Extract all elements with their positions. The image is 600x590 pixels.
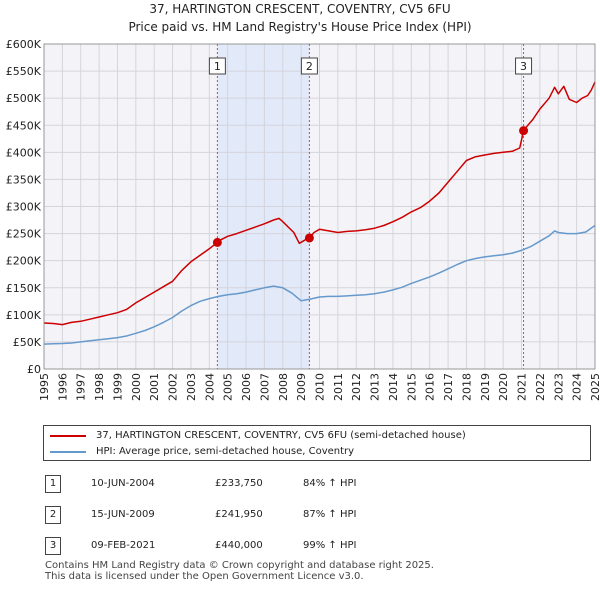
sale-price: £233,750 bbox=[215, 478, 263, 489]
x-tick-label: 2006 bbox=[240, 373, 253, 401]
y-tick-label: £100K bbox=[6, 309, 42, 322]
x-tick-label: 1995 bbox=[38, 373, 51, 401]
sale-label-box bbox=[208, 57, 226, 75]
x-tick-label: 2020 bbox=[497, 373, 510, 401]
x-tick-label: 1998 bbox=[93, 373, 106, 401]
price-chart: 37, HARTINGTON CRESCENT, COVENTRY, CV5 6… bbox=[6, 2, 600, 401]
x-tick-label: 2012 bbox=[350, 373, 363, 401]
x-tick-label: 2013 bbox=[369, 373, 382, 401]
sale-marker-badge: 2 bbox=[45, 506, 61, 524]
x-tick-label: 1996 bbox=[56, 373, 69, 401]
y-tick-label: £400K bbox=[6, 146, 42, 159]
hpi-series-line bbox=[43, 224, 596, 345]
x-tick-label: 1999 bbox=[111, 373, 124, 401]
legend-label-property: 37, HARTINGTON CRESCENT, COVENTRY, CV5 6… bbox=[96, 430, 466, 441]
chart-title: 37, HARTINGTON CRESCENT, COVENTRY, CV5 6… bbox=[149, 2, 450, 16]
legend-item-property: 37, HARTINGTON CRESCENT, COVENTRY, CV5 6… bbox=[50, 429, 466, 443]
y-tick-label: £350K bbox=[6, 173, 42, 186]
x-tick-label: 2024 bbox=[571, 373, 584, 401]
sale-label-number: 2 bbox=[306, 60, 313, 73]
x-tick-label: 2017 bbox=[442, 373, 455, 401]
sale-label-box bbox=[300, 57, 318, 75]
legend-swatch-property bbox=[50, 435, 86, 437]
sale-hpi-change: 99% ↑ HPI bbox=[303, 540, 357, 551]
x-tick-label: 2004 bbox=[203, 373, 216, 401]
legend-item-hpi: HPI: Average price, semi-detached house,… bbox=[50, 445, 354, 459]
sale-date: 10-JUN-2004 bbox=[91, 478, 155, 489]
legend-swatch-hpi bbox=[50, 451, 86, 453]
y-tick-label: £150K bbox=[6, 282, 42, 295]
y-tick-label: £200K bbox=[6, 255, 42, 268]
x-tick-label: 2008 bbox=[277, 373, 290, 401]
table-row: 2 15-JUN-2009 £241,950 87% ↑ HPI bbox=[45, 506, 600, 526]
footer-attribution: Contains HM Land Registry data © Crown c… bbox=[45, 560, 434, 582]
sale-price: £440,000 bbox=[215, 540, 263, 551]
x-tick-label: 2016 bbox=[424, 373, 437, 401]
sale-point bbox=[519, 126, 529, 136]
y-tick-label: £300K bbox=[6, 201, 42, 214]
x-tick-label: 2000 bbox=[130, 373, 143, 401]
x-tick-label: 2021 bbox=[516, 373, 529, 401]
sale-date: 09-FEB-2021 bbox=[91, 540, 156, 551]
legend-label-hpi: HPI: Average price, semi-detached house,… bbox=[96, 446, 355, 457]
chart-subtitle: Price paid vs. HM Land Registry's House … bbox=[128, 20, 471, 34]
x-tick-label: 2014 bbox=[387, 373, 400, 401]
x-tick-label: 2002 bbox=[167, 373, 180, 401]
y-tick-label: £250K bbox=[6, 228, 42, 241]
x-tick-label: 2023 bbox=[552, 373, 565, 401]
legend: 37, HARTINGTON CRESCENT, COVENTRY, CV5 6… bbox=[43, 425, 591, 461]
sale-hpi-change: 87% ↑ HPI bbox=[303, 509, 357, 520]
sale-point bbox=[304, 233, 314, 243]
property-series-line bbox=[43, 81, 596, 326]
table-row: 1 10-JUN-2004 £233,750 84% ↑ HPI bbox=[45, 475, 600, 495]
sale-marker-badge: 1 bbox=[45, 475, 61, 493]
y-tick-label: £550K bbox=[6, 65, 42, 78]
sale-date: 15-JUN-2009 bbox=[91, 509, 155, 520]
footer-line-copyright: Contains HM Land Registry data © Crown c… bbox=[45, 560, 434, 571]
sale-label-number: 1 bbox=[214, 60, 221, 73]
x-tick-label: 2001 bbox=[148, 373, 161, 401]
y-tick-label: £50K bbox=[13, 336, 42, 349]
y-tick-label: £500K bbox=[6, 92, 42, 105]
table-row: 3 09-FEB-2021 £440,000 99% ↑ HPI bbox=[45, 537, 600, 557]
x-tick-label: 2007 bbox=[258, 373, 271, 401]
x-tick-label: 1997 bbox=[75, 373, 88, 401]
sale-label-box bbox=[515, 57, 533, 75]
y-tick-label: £600K bbox=[6, 38, 42, 51]
x-tick-label: 2009 bbox=[295, 373, 308, 401]
x-tick-label: 2003 bbox=[185, 373, 198, 401]
sale-point bbox=[212, 237, 222, 247]
x-tick-label: 2010 bbox=[314, 373, 327, 401]
x-tick-label: 2022 bbox=[534, 373, 547, 401]
x-tick-label: 2005 bbox=[222, 373, 235, 401]
sale-hpi-change: 84% ↑ HPI bbox=[303, 478, 357, 489]
y-tick-label: £0 bbox=[27, 363, 41, 376]
sale-label-number: 3 bbox=[520, 60, 527, 73]
sale-marker-badge: 3 bbox=[45, 537, 61, 555]
sale-price: £241,950 bbox=[215, 509, 263, 520]
y-tick-label: £450K bbox=[6, 119, 42, 132]
x-tick-label: 2018 bbox=[460, 373, 473, 401]
x-tick-label: 2025 bbox=[589, 373, 600, 401]
x-tick-label: 2011 bbox=[332, 373, 345, 401]
x-tick-label: 2019 bbox=[479, 373, 492, 401]
footer-line-license: This data is licensed under the Open Gov… bbox=[45, 571, 364, 582]
x-tick-label: 2015 bbox=[405, 373, 418, 401]
plot-frame bbox=[43, 43, 596, 370]
